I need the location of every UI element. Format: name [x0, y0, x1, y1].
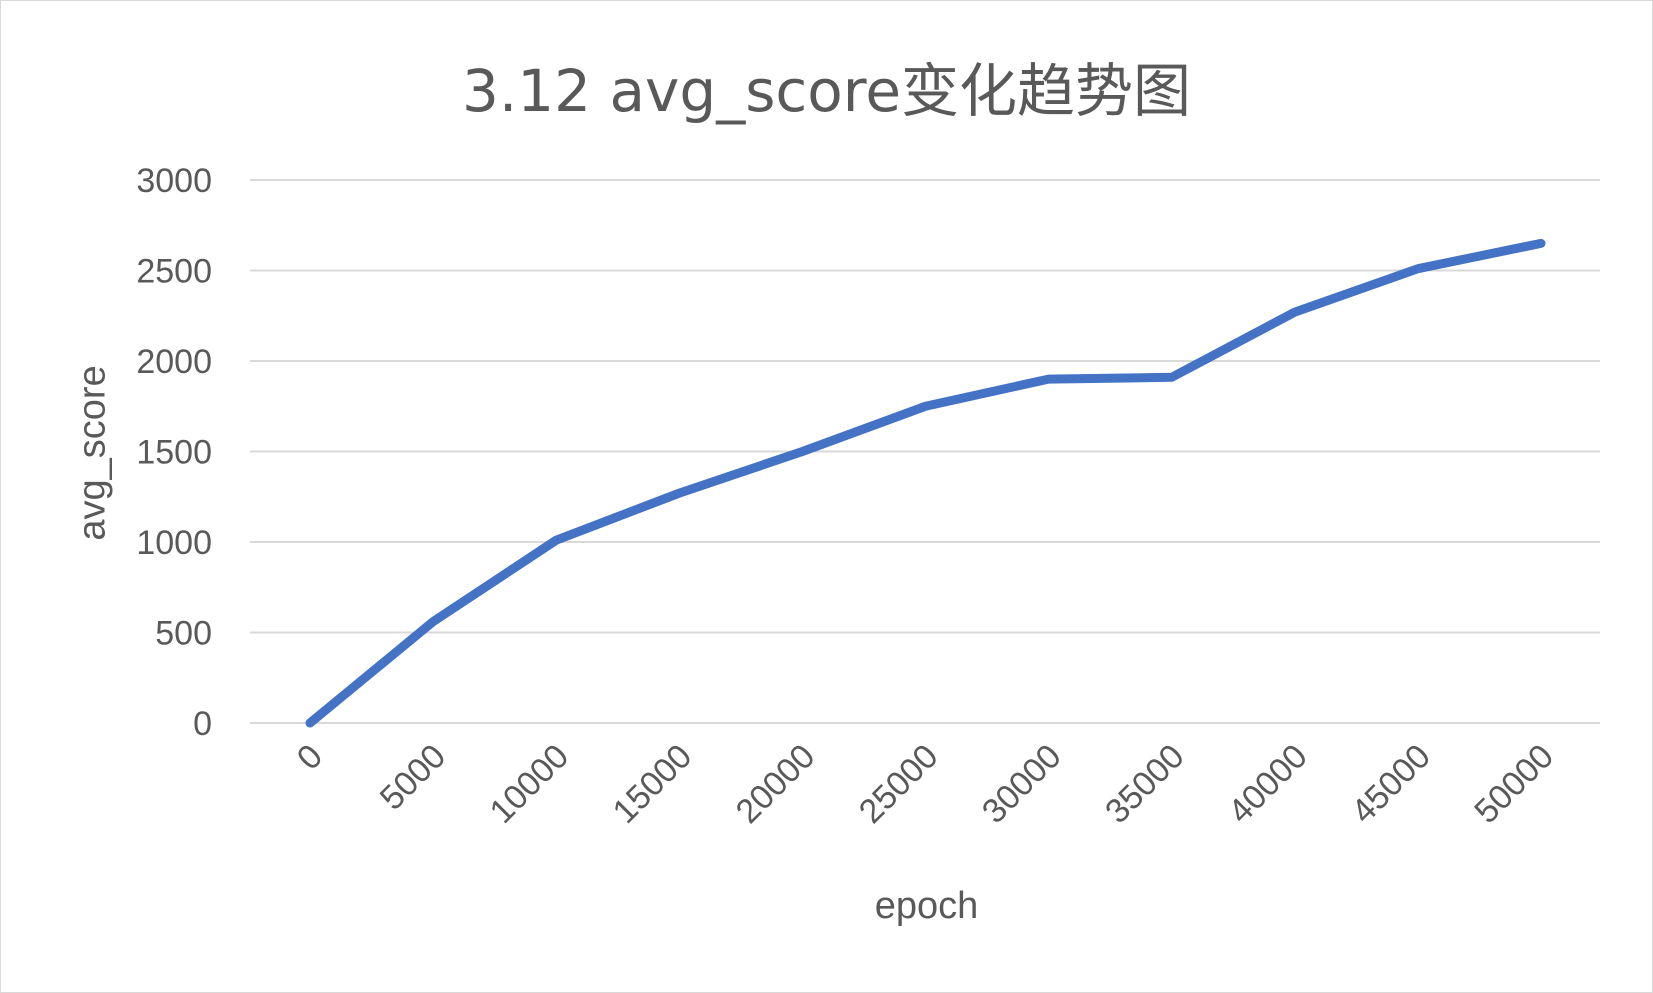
x-tick-label: 40000 — [1221, 737, 1315, 831]
x-tick-label: 5000 — [373, 737, 453, 817]
gridlines — [250, 179, 1600, 724]
y-tick-label: 2500 — [136, 253, 212, 291]
y-tick-label: 3000 — [136, 162, 212, 200]
x-tick-label: 30000 — [975, 737, 1069, 831]
series-layer — [305, 238, 1546, 728]
y-tick-label: 2000 — [136, 343, 212, 381]
y-tick-label: 1500 — [136, 434, 212, 472]
chart-title: 3.12 avg_score变化趋势图 — [461, 57, 1192, 125]
x-axis-label: epoch — [874, 885, 979, 927]
x-tick-label: 10000 — [482, 737, 576, 831]
x-tick-label: 35000 — [1098, 737, 1192, 831]
x-tick-label: 45000 — [1344, 737, 1438, 831]
x-tick-label: 25000 — [852, 737, 946, 831]
x-tick-label: 15000 — [606, 737, 700, 831]
y-tick-label: 1000 — [136, 524, 212, 562]
x-axis-ticks: 0 5000 10000 15000 20000 25000 30000 35000 40000… — [290, 737, 1561, 831]
x-tick-label: 0 — [290, 737, 330, 777]
y-axis-label: avg_score — [71, 365, 114, 541]
x-tick-label: 50000 — [1467, 737, 1561, 831]
series-line — [305, 238, 1546, 728]
y-axis-ticks: 0 500 1000 1500 2000 2500 3000 — [136, 162, 212, 743]
y-tick-label: 500 — [155, 615, 212, 653]
x-tick-label: 20000 — [729, 737, 823, 831]
y-tick-label: 0 — [193, 705, 212, 743]
